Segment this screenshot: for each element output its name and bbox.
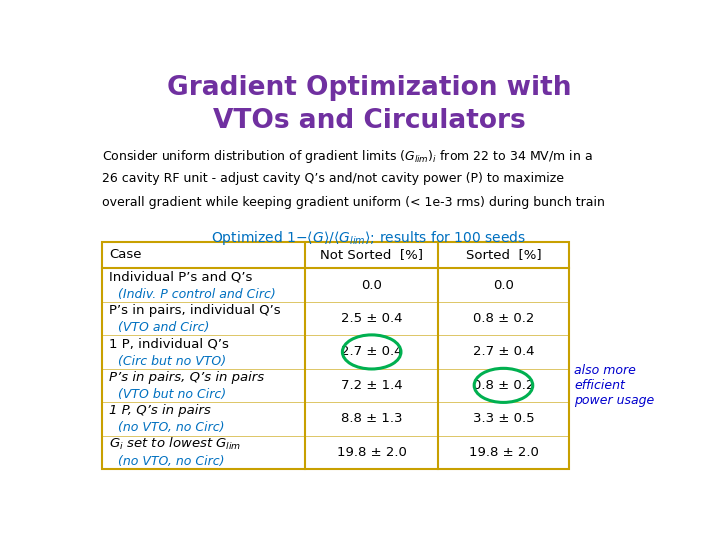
Text: 3.3 ± 0.5: 3.3 ± 0.5 bbox=[472, 413, 534, 426]
Text: (no VTO, no Circ): (no VTO, no Circ) bbox=[118, 421, 225, 435]
Text: 2.5 ± 0.4: 2.5 ± 0.4 bbox=[341, 312, 402, 325]
Text: (Indiv. P control and Circ): (Indiv. P control and Circ) bbox=[118, 288, 276, 301]
Text: P’s in pairs, individual Q’s: P’s in pairs, individual Q’s bbox=[109, 303, 281, 316]
Text: P’s in pairs, Q’s in pairs: P’s in pairs, Q’s in pairs bbox=[109, 370, 264, 383]
Text: Case: Case bbox=[109, 248, 141, 261]
Text: $G_i$ set to lowest $G_{lim}$: $G_i$ set to lowest $G_{lim}$ bbox=[109, 436, 241, 452]
Text: (Circ but no VTO): (Circ but no VTO) bbox=[118, 355, 226, 368]
Text: 19.8 ± 2.0: 19.8 ± 2.0 bbox=[469, 446, 539, 459]
Text: VTOs and Circulators: VTOs and Circulators bbox=[212, 109, 526, 134]
Text: 0.8 ± 0.2: 0.8 ± 0.2 bbox=[473, 312, 534, 325]
Text: (VTO and Circ): (VTO and Circ) bbox=[118, 321, 210, 334]
Text: (VTO but no Circ): (VTO but no Circ) bbox=[118, 388, 226, 401]
Text: 1 P, individual Q’s: 1 P, individual Q’s bbox=[109, 337, 229, 350]
Text: 8.8 ± 1.3: 8.8 ± 1.3 bbox=[341, 413, 402, 426]
Text: 0.0: 0.0 bbox=[493, 279, 514, 292]
Text: 2.7 ± 0.4: 2.7 ± 0.4 bbox=[473, 346, 534, 359]
Text: Optimized 1$-\langle G\rangle/\langle G_{lim}\rangle$; results for 100 seeds: Optimized 1$-\langle G\rangle/\langle G_… bbox=[212, 228, 526, 247]
Text: Consider uniform distribution of gradient limits ($G_{lim}$)$_i$ from 22 to 34 M: Consider uniform distribution of gradien… bbox=[102, 148, 593, 165]
Text: Gradient Optimization with: Gradient Optimization with bbox=[167, 75, 571, 101]
Text: Individual P’s and Q’s: Individual P’s and Q’s bbox=[109, 270, 252, 284]
Text: Sorted  [%]: Sorted [%] bbox=[466, 248, 541, 261]
Text: also more
efficient
power usage: also more efficient power usage bbox=[575, 364, 654, 407]
Text: 1 P, Q’s in pairs: 1 P, Q’s in pairs bbox=[109, 404, 211, 417]
Text: 26 cavity RF unit - adjust cavity Q’s and/not cavity power (P) to maximize: 26 cavity RF unit - adjust cavity Q’s an… bbox=[102, 172, 564, 185]
Text: 0.8 ± 0.2: 0.8 ± 0.2 bbox=[473, 379, 534, 392]
Text: 19.8 ± 2.0: 19.8 ± 2.0 bbox=[337, 446, 407, 459]
Text: overall gradient while keeping gradient uniform (< 1e-3 rms) during bunch train: overall gradient while keeping gradient … bbox=[102, 196, 605, 209]
Text: 7.2 ± 1.4: 7.2 ± 1.4 bbox=[341, 379, 402, 392]
Text: 0.0: 0.0 bbox=[361, 279, 382, 292]
Text: 2.7 ± 0.4: 2.7 ± 0.4 bbox=[341, 346, 402, 359]
Text: (no VTO, no Circ): (no VTO, no Circ) bbox=[118, 455, 225, 468]
Text: Not Sorted  [%]: Not Sorted [%] bbox=[320, 248, 423, 261]
